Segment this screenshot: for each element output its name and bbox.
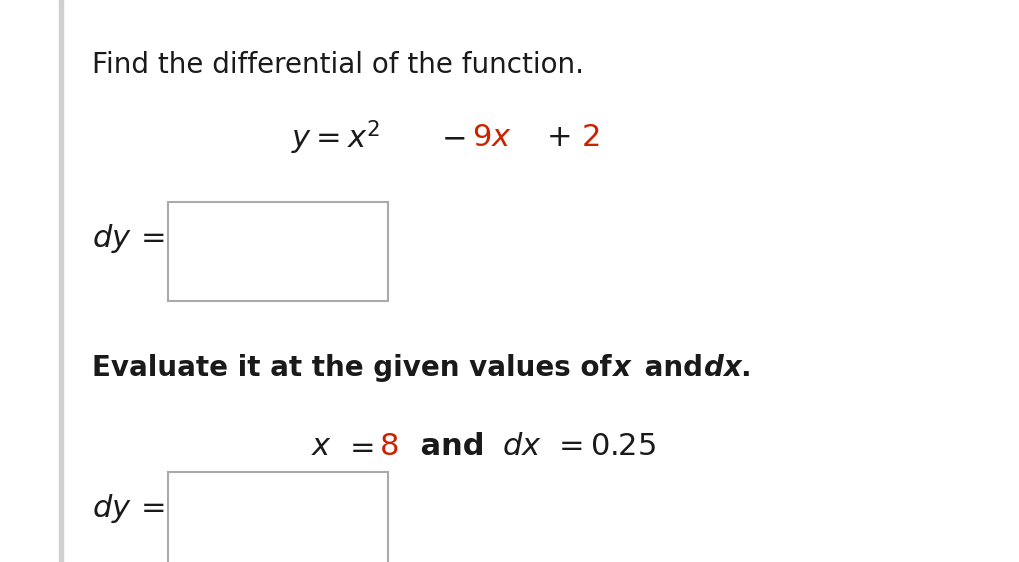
FancyBboxPatch shape [168, 472, 387, 562]
Text: $=$: $=$ [343, 432, 374, 461]
Text: $+$: $+$ [545, 123, 570, 152]
FancyBboxPatch shape [168, 202, 387, 301]
Text: $8$: $8$ [379, 432, 398, 461]
Text: and: and [635, 354, 712, 382]
Text: $x$: $x$ [311, 432, 332, 461]
Text: $-$: $-$ [440, 123, 465, 152]
Text: dx: dx [703, 354, 741, 382]
Text: $2$: $2$ [581, 123, 599, 152]
Text: Find the differential of the function.: Find the differential of the function. [92, 51, 583, 79]
Bar [59, 0, 63, 562]
Text: $9x$: $9x$ [472, 123, 512, 152]
Text: Evaluate it at the given values of: Evaluate it at the given values of [92, 354, 621, 382]
Text: x: x [611, 354, 630, 382]
Text: $dx$: $dx$ [501, 432, 541, 461]
Text: $dy\,=$: $dy\,=$ [92, 492, 164, 525]
Text: and: and [410, 432, 494, 461]
Text: .: . [740, 354, 750, 382]
Text: $y = x^2$: $y = x^2$ [290, 119, 379, 157]
Text: $= 0.25$: $= 0.25$ [552, 432, 655, 461]
Text: $dy\,=$: $dy\,=$ [92, 223, 164, 255]
